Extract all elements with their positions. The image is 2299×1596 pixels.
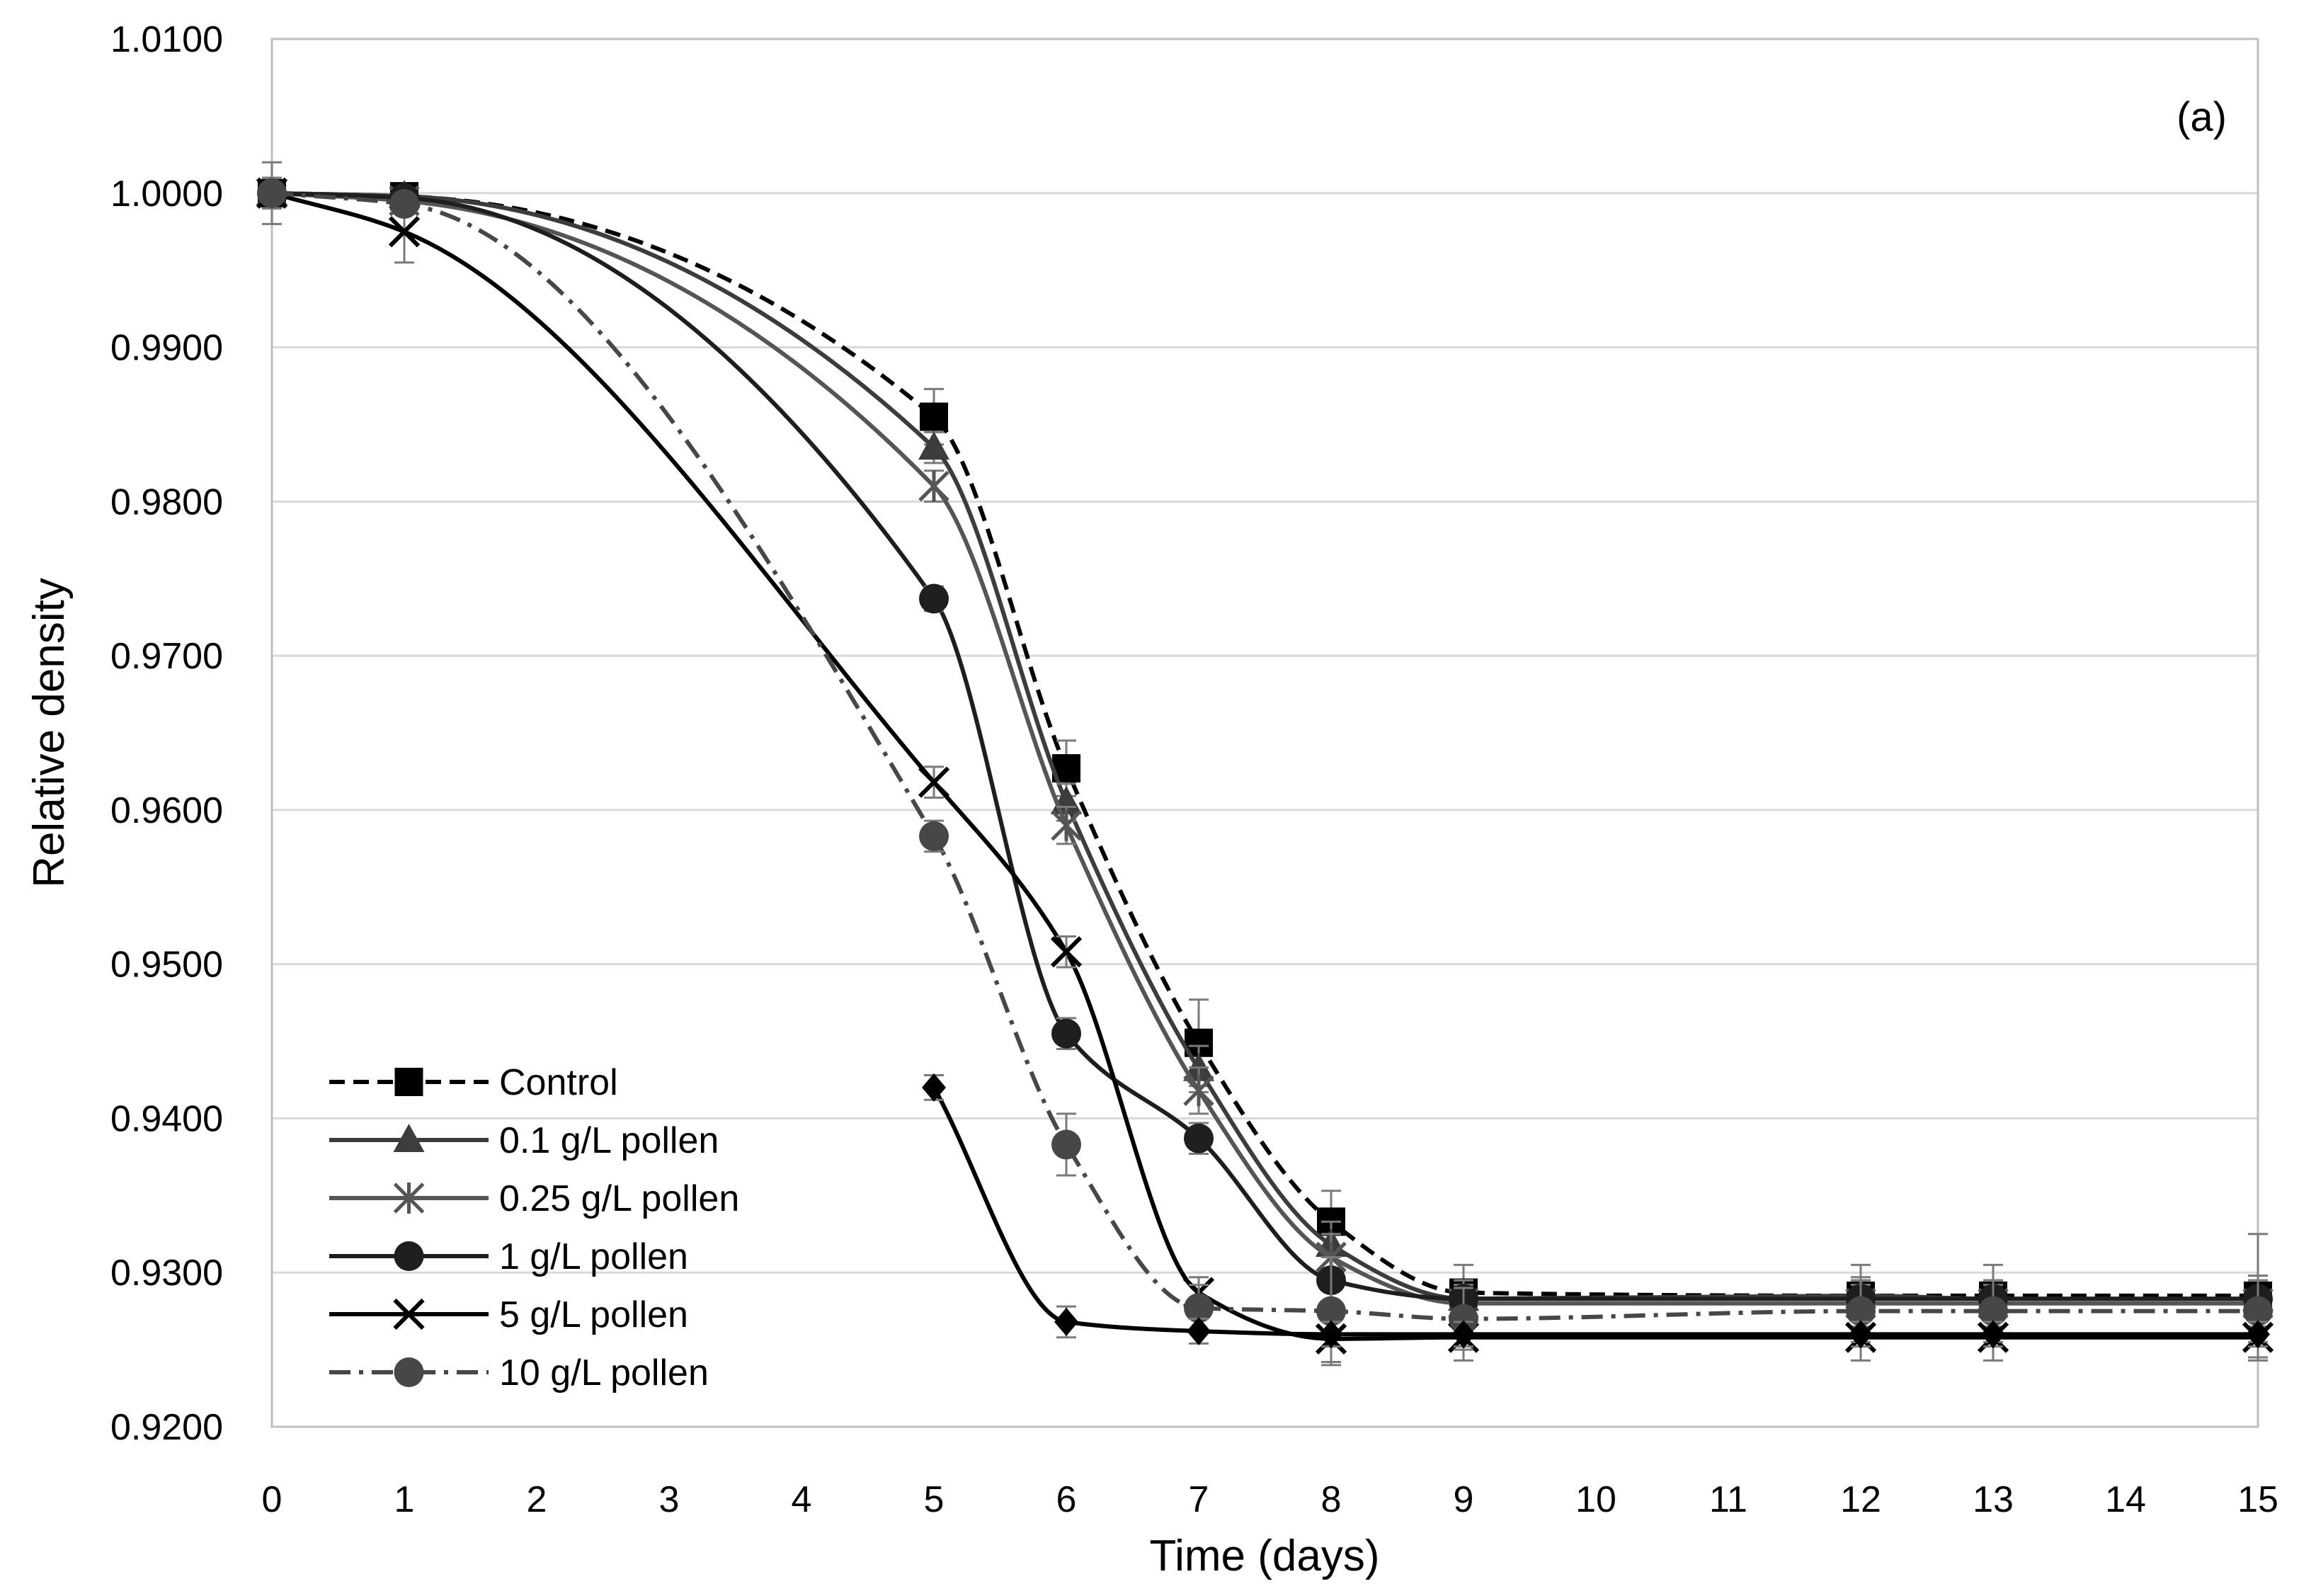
x-tick-label: 1 <box>394 1479 415 1520</box>
data-point <box>1319 1320 1343 1349</box>
y-axis-ticks: 0.9200 0.9300 0.9400 0.9500 0.9600 0.9700 0.98… <box>110 19 223 1448</box>
data-point <box>1050 936 1083 968</box>
data-point <box>1316 1296 1346 1326</box>
data-point <box>388 216 421 248</box>
series-extra-0 <box>922 1073 2270 1349</box>
data-point <box>1849 1320 1873 1349</box>
y-tick-label: 0.9500 <box>110 945 223 986</box>
data-point <box>1451 1320 1476 1349</box>
x-axis-title: Time (days) <box>1150 1532 1380 1580</box>
legend-item: Control <box>329 1062 618 1103</box>
data-point <box>1846 1296 1876 1326</box>
legend: Control 0.1 g/L pollen 0.25 g/L pollen 1 g/… <box>329 1062 739 1393</box>
data-point <box>1449 1304 1478 1334</box>
data-point <box>1187 1316 1211 1345</box>
data-point <box>257 178 287 208</box>
y-tick-label: 0.9700 <box>110 636 223 677</box>
data-point <box>1183 1075 1214 1107</box>
data-point <box>922 1073 946 1102</box>
x-tick-label: 2 <box>527 1479 547 1520</box>
data-point <box>1054 1307 1078 1336</box>
x-tick-label: 14 <box>2105 1479 2146 1520</box>
series-line <box>271 190 2258 1341</box>
y-tick-label: 0.9300 <box>110 1253 223 1294</box>
y-tick-label: 0.9900 <box>110 328 223 369</box>
legend-marker <box>394 1068 423 1096</box>
y-tick-label: 0.9600 <box>110 790 223 831</box>
y-tick-label: 0.9200 <box>110 1407 223 1448</box>
x-tick-label: 6 <box>1056 1479 1077 1520</box>
legend-label: Control <box>499 1062 618 1103</box>
data-point <box>1184 1293 1214 1323</box>
plot-area-frame <box>270 38 2259 1428</box>
legend-label: 5 g/L pollen <box>499 1294 688 1335</box>
series-layer <box>256 161 2274 1367</box>
x-tick-label: 7 <box>1189 1479 1209 1520</box>
data-point <box>919 821 949 851</box>
series-line <box>271 190 2258 1298</box>
panel-label: (a) <box>2177 94 2227 140</box>
x-tick-label: 15 <box>2237 1479 2278 1520</box>
data-point <box>919 583 949 614</box>
legend-marker <box>393 1298 425 1330</box>
legend-label: 1 g/L pollen <box>499 1236 688 1277</box>
data-point <box>918 470 949 502</box>
legend-label: 0.25 g/L pollen <box>499 1178 739 1219</box>
x-tick-label: 13 <box>1973 1479 2014 1520</box>
x-tick-label: 3 <box>659 1479 680 1520</box>
data-point <box>918 766 950 798</box>
x-axis-ticks: 0 1 2 3 4 5 6 7 8 9 10 11 12 13 14 15 <box>262 1479 2278 1520</box>
x-tick-label: 0 <box>262 1479 283 1520</box>
x-tick-label: 9 <box>1454 1479 1474 1520</box>
data-point <box>2243 1296 2273 1326</box>
legend-label: 10 g/L pollen <box>499 1352 709 1393</box>
y-axis-title: Relative density <box>25 578 74 888</box>
y-tick-label: 1.0000 <box>110 173 223 215</box>
legend-marker <box>393 1182 425 1214</box>
legend-item: 0.1 g/L pollen <box>329 1120 719 1161</box>
y-tick-label: 0.9800 <box>110 481 223 523</box>
legend-marker <box>394 1357 424 1387</box>
x-tick-label: 8 <box>1321 1479 1342 1520</box>
data-point <box>920 402 948 431</box>
data-point <box>1184 1123 1214 1153</box>
x-tick-label: 4 <box>792 1479 812 1520</box>
y-tick-label: 0.9400 <box>110 1098 223 1139</box>
data-point <box>1051 1129 1081 1160</box>
y-tick-label: 1.0100 <box>110 19 223 60</box>
x-tick-label: 12 <box>1840 1479 1881 1520</box>
data-point <box>389 189 419 220</box>
legend-label: 0.1 g/L pollen <box>499 1120 719 1161</box>
series-line <box>271 190 2258 1306</box>
data-point <box>918 431 949 460</box>
legend-item: 5 g/L pollen <box>329 1294 688 1335</box>
legend-item: 0.25 g/L pollen <box>329 1178 739 1219</box>
legend-marker <box>394 1241 424 1271</box>
legend-item: 1 g/L pollen <box>329 1236 688 1277</box>
data-point <box>1051 809 1082 841</box>
x-tick-label: 5 <box>924 1479 945 1520</box>
series-5 <box>257 176 2273 1367</box>
legend-marker <box>393 1124 425 1152</box>
legend-item: 10 g/L pollen <box>329 1352 709 1393</box>
data-point <box>1978 1296 2008 1326</box>
x-tick-label: 11 <box>1709 1479 1747 1520</box>
x-tick-label: 10 <box>1575 1479 1616 1520</box>
data-point <box>1051 1018 1081 1049</box>
data-point <box>2246 1320 2270 1349</box>
data-point <box>1981 1320 2005 1349</box>
